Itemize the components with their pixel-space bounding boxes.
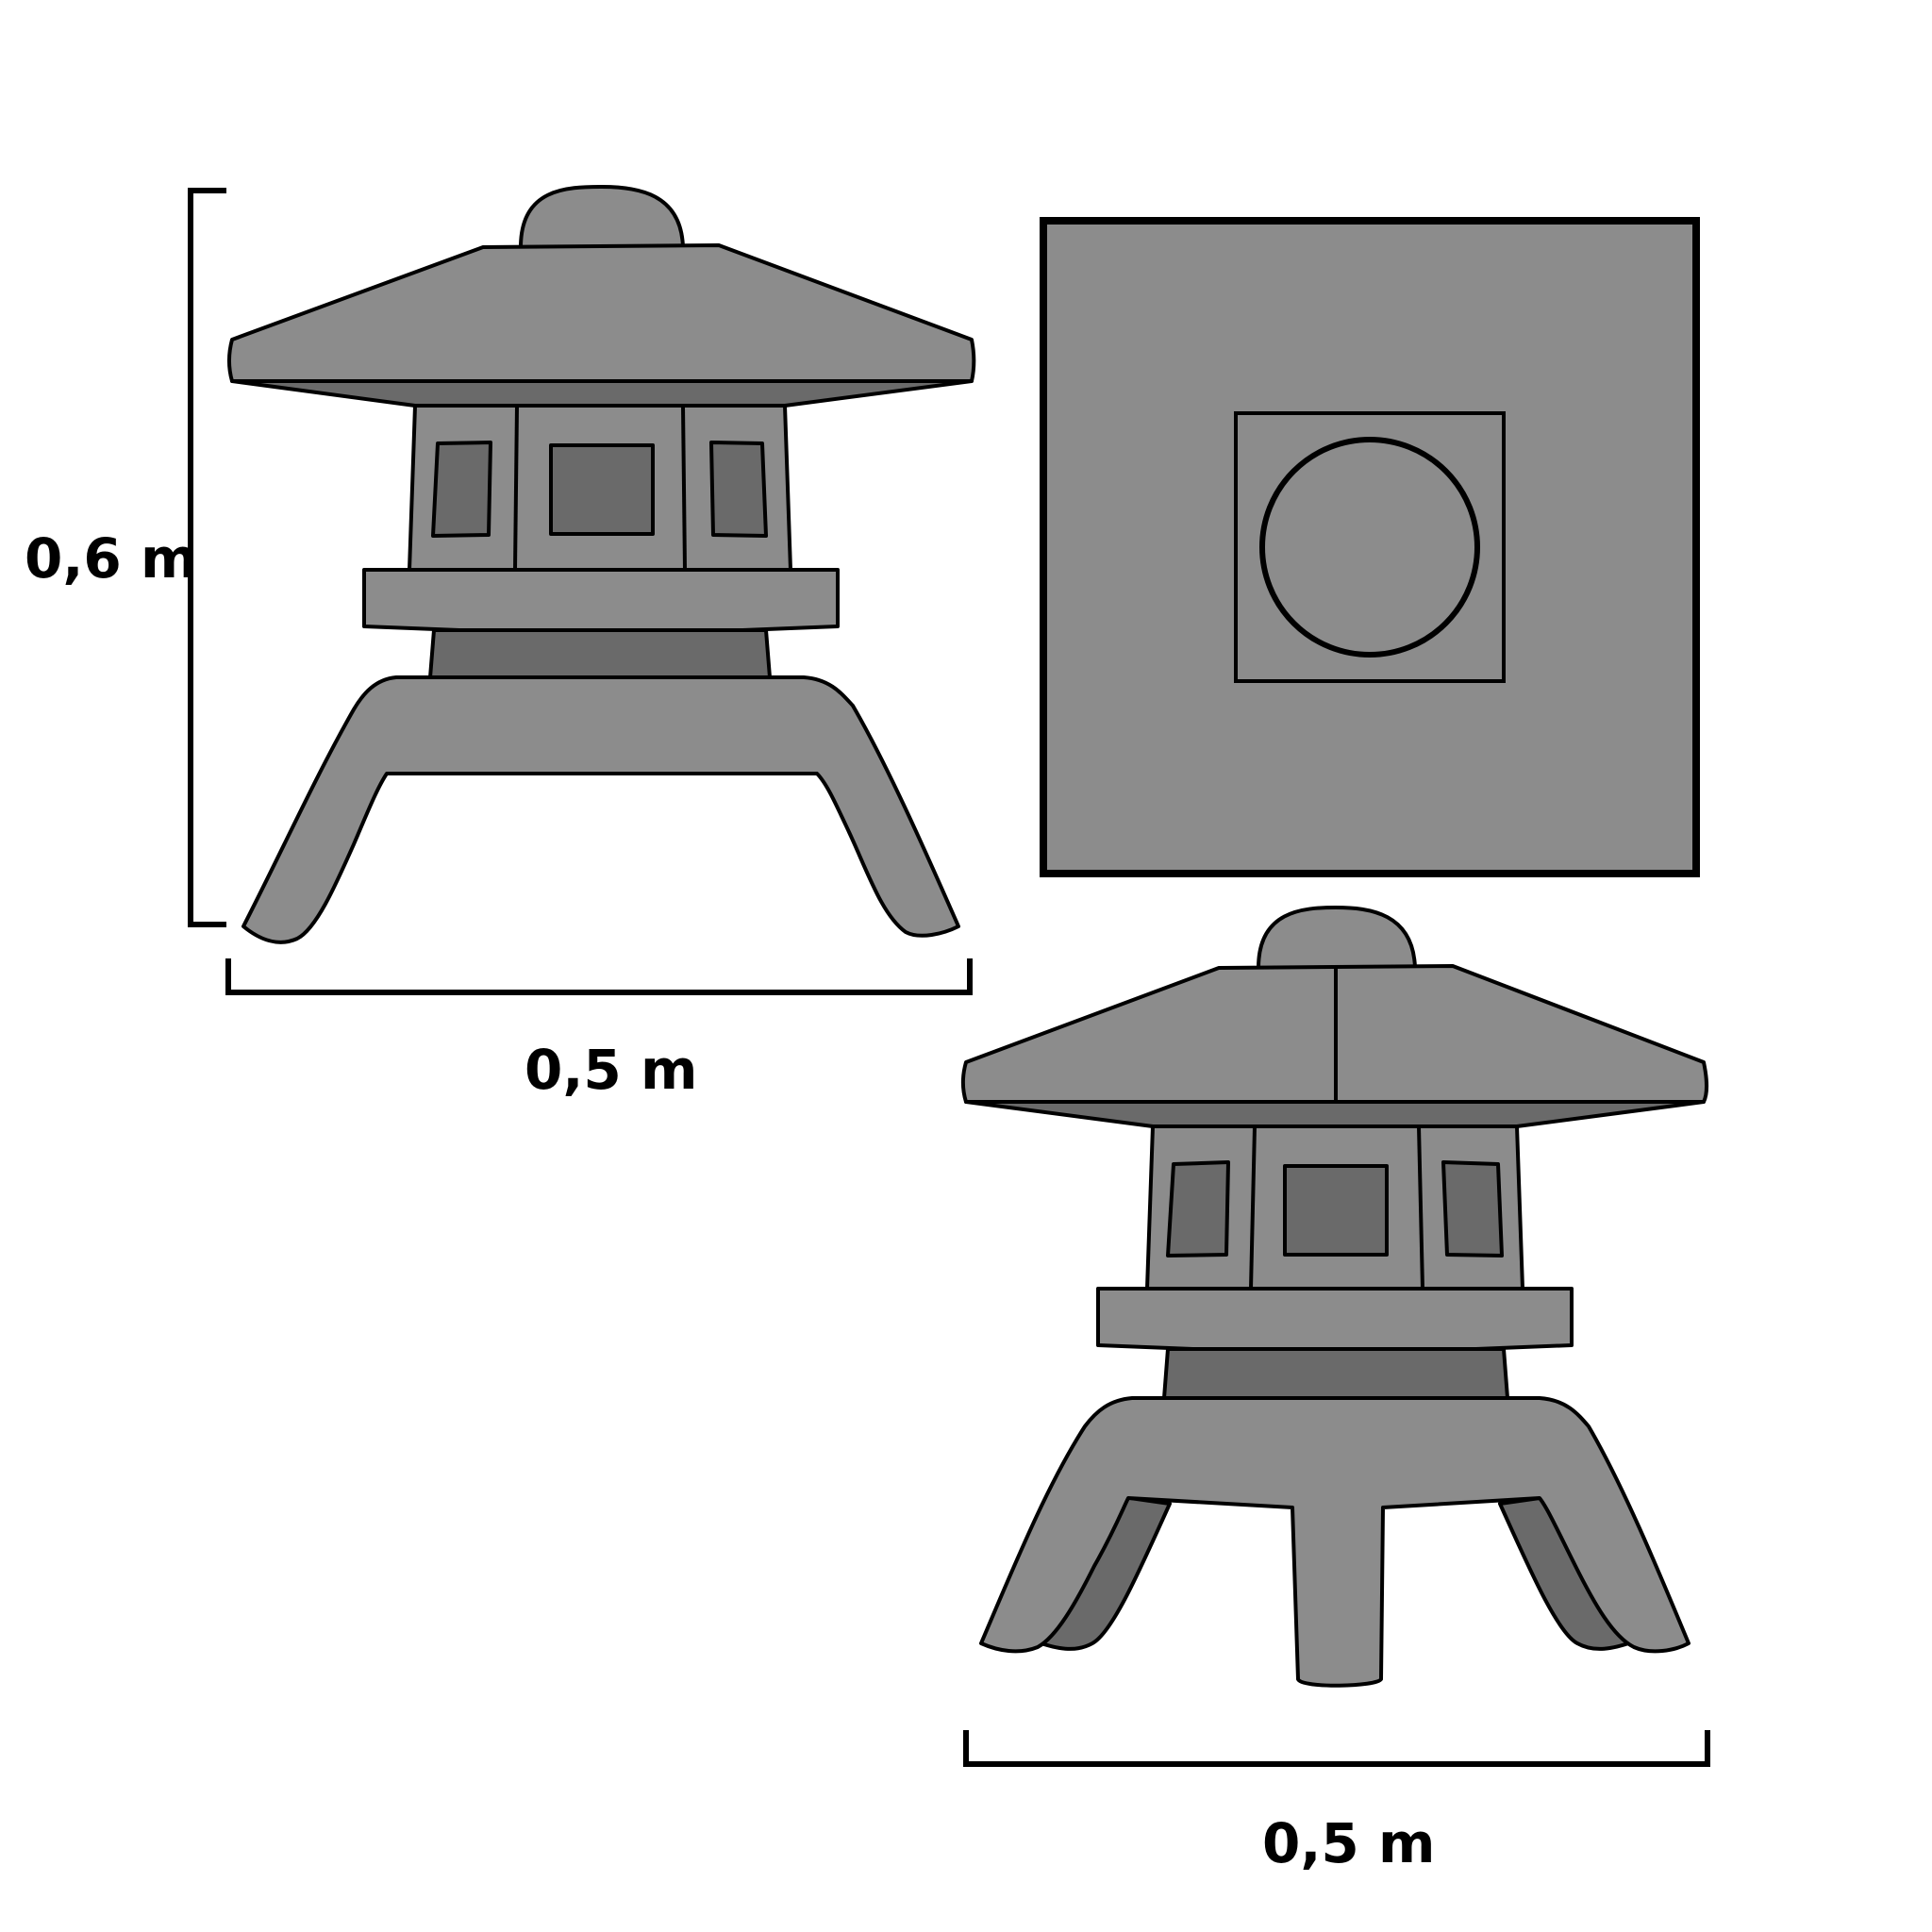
front-width-dimension (225, 958, 973, 995)
top-view-finial-circle (1259, 437, 1480, 658)
front-neck (428, 628, 772, 679)
front-window-right (709, 441, 768, 538)
perspective-neck (1162, 1347, 1509, 1400)
front-finial (519, 185, 685, 249)
front-platform (362, 568, 840, 638)
perspective-finial (1257, 906, 1417, 970)
front-base-legs (242, 675, 960, 944)
perspective-window-center (1283, 1164, 1389, 1257)
perspective-window-left (1166, 1160, 1230, 1257)
perspective-width-label: 0,5 m (1262, 1811, 1435, 1875)
front-roof (227, 243, 976, 383)
perspective-platform (1096, 1287, 1574, 1357)
front-window-center (549, 443, 655, 536)
perspective-box-edge-left (1249, 1125, 1257, 1290)
perspective-box-edge-right (1417, 1125, 1424, 1290)
front-box-edge-right (681, 405, 687, 571)
front-view-lantern (227, 185, 976, 944)
perspective-base-legs (979, 1396, 1690, 1688)
top-view (1040, 217, 1700, 877)
front-window-left (431, 441, 492, 538)
perspective-roof-underside (964, 1100, 1706, 1128)
perspective-width-dimension (963, 1730, 1710, 1767)
perspective-view-lantern (961, 906, 1708, 1688)
front-height-dimension (188, 188, 226, 927)
front-width-label: 0,5 m (525, 1038, 697, 1102)
front-height-label: 0,6 m (25, 526, 197, 591)
front-roof-underside (230, 379, 974, 408)
front-box-edge-left (513, 405, 519, 571)
perspective-window-right (1441, 1160, 1504, 1257)
